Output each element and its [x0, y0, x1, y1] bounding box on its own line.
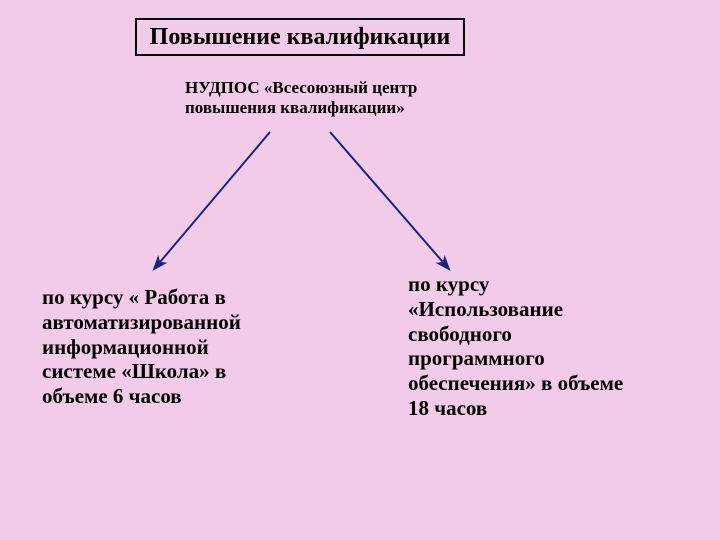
subtitle-text: НУДПОС «Всесоюзный центр повышения квали…	[185, 78, 445, 117]
arrow-left	[155, 132, 270, 268]
course-left: по курсу « Работа в автоматизированной и…	[42, 285, 280, 409]
title-text: Повышение квалификации	[150, 24, 451, 50]
arrow-right	[330, 132, 448, 268]
slide-canvas: Повышение квалификации НУДПОС «Всесоюзны…	[0, 0, 720, 540]
title-box: Повышение квалификации	[135, 18, 465, 56]
course-right: по курсу «Использование свободного прогр…	[408, 272, 648, 421]
